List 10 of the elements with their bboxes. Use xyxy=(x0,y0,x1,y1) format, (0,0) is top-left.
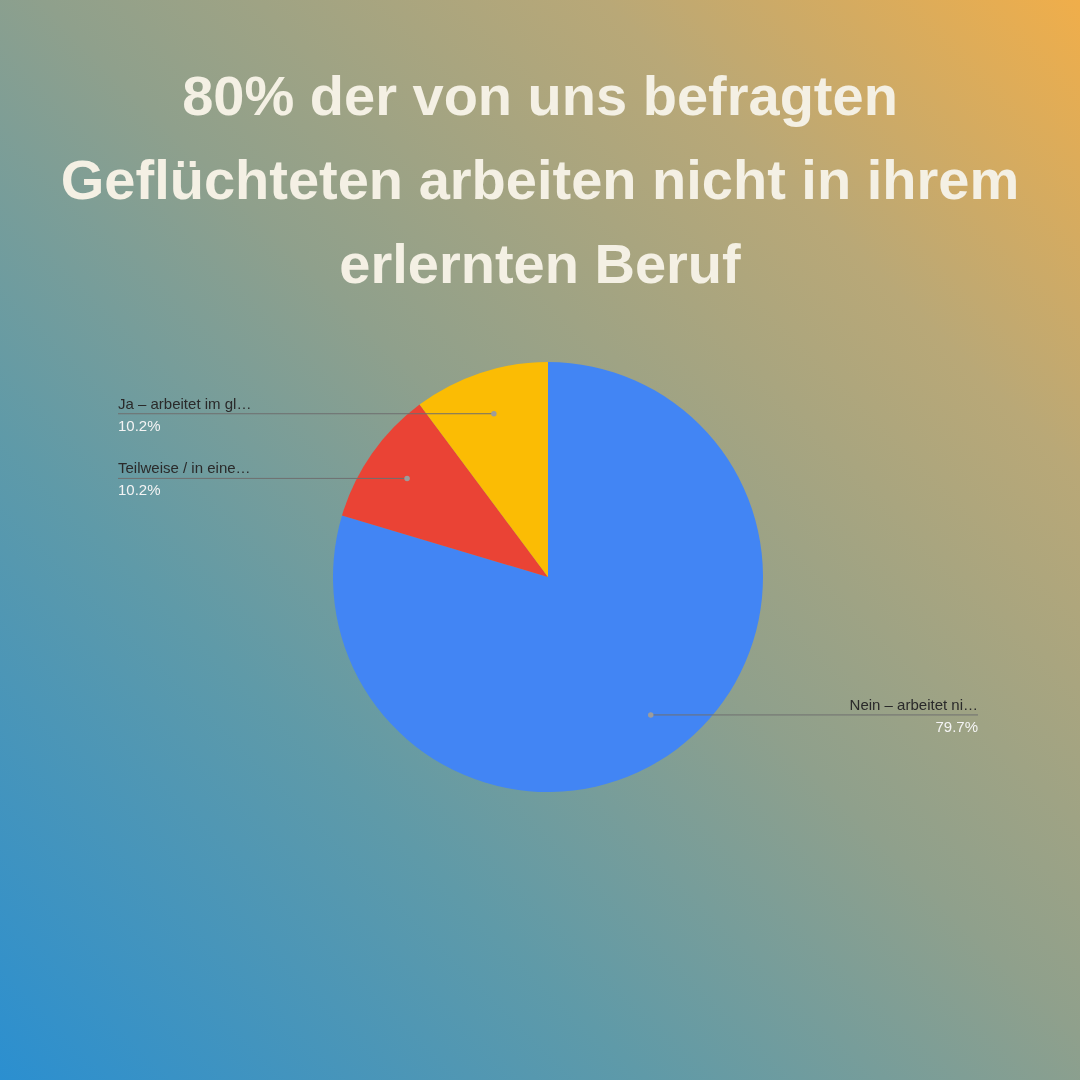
slice-label: Nein – arbeitet ni… xyxy=(849,695,978,713)
slice-label: Teilweise / in eine… xyxy=(118,459,251,477)
pie-slice xyxy=(342,404,548,577)
pie-slice xyxy=(333,362,763,792)
data-label: 79.7% xyxy=(935,717,978,735)
slice-label: Ja – arbeitet im gl… xyxy=(118,394,252,412)
chart-title: 80% der von uns befragten Geflüchteten arbeiten nicht in ihrem erlernten Beruf xyxy=(60,64,1020,295)
data-label: 10.2% xyxy=(118,416,161,434)
pie-slice xyxy=(419,362,548,577)
data-label: 10.2% xyxy=(118,481,161,499)
